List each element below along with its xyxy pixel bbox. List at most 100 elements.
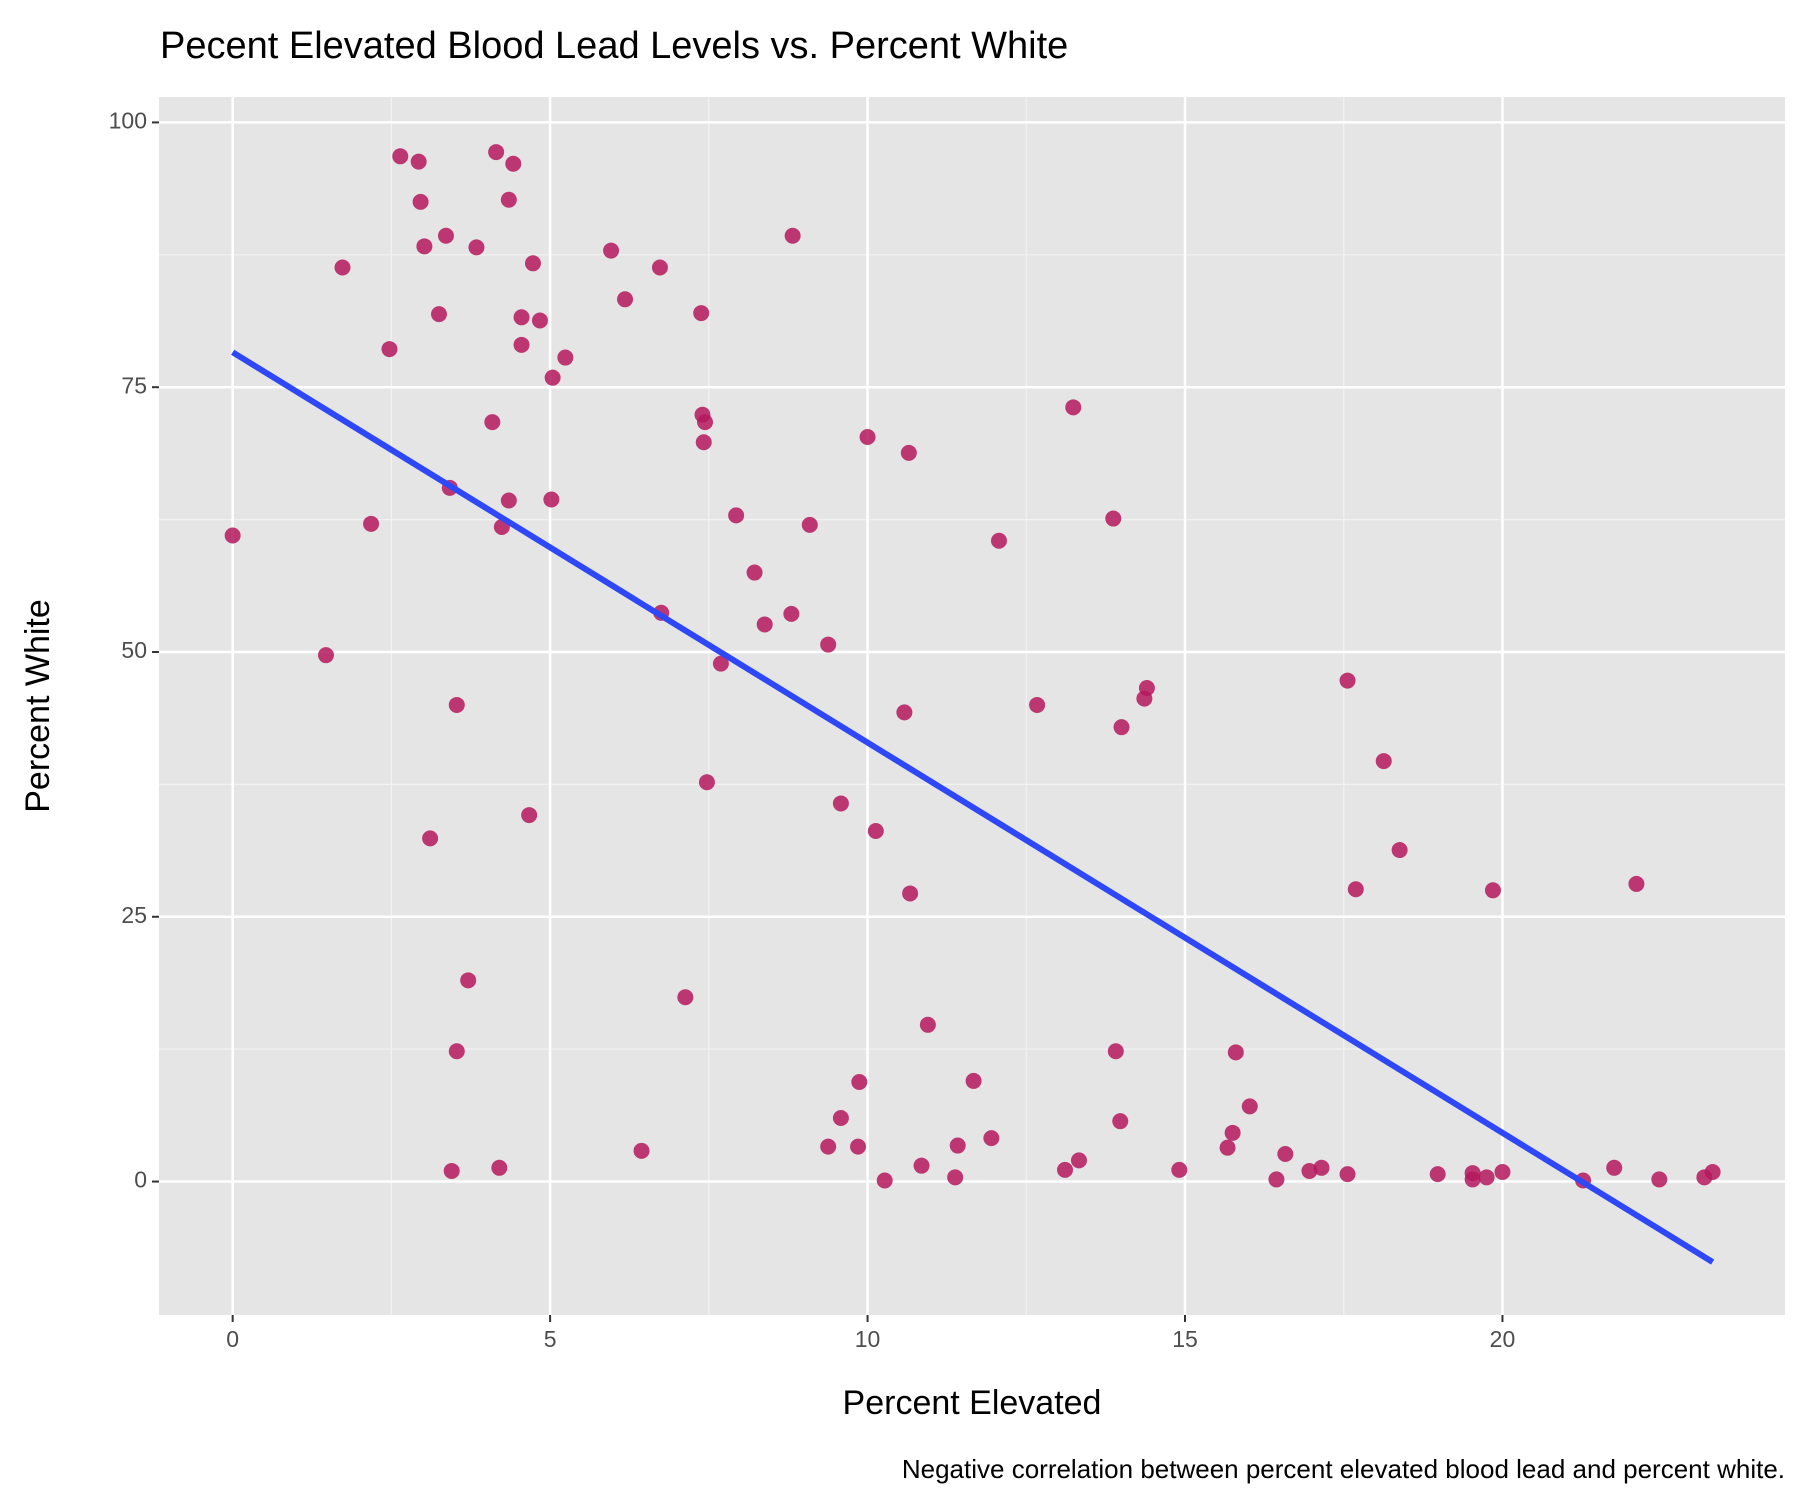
panel — [159, 97, 1785, 1315]
trend-line — [231, 349, 1715, 1265]
point — [443, 1162, 460, 1179]
point — [990, 532, 1007, 549]
point — [832, 795, 849, 812]
point — [416, 238, 433, 255]
point — [783, 605, 800, 622]
point — [820, 636, 837, 653]
x-tick-label: 0 — [226, 1326, 239, 1352]
point — [1628, 875, 1645, 892]
point — [422, 830, 439, 847]
point — [756, 616, 773, 633]
point — [1070, 1152, 1087, 1169]
point — [965, 1072, 982, 1089]
point — [513, 336, 530, 353]
point — [1464, 1171, 1481, 1188]
point — [900, 444, 917, 461]
point — [919, 1016, 936, 1033]
point — [317, 647, 334, 664]
point — [859, 428, 876, 445]
point — [698, 774, 715, 791]
point — [693, 305, 710, 322]
point — [651, 259, 668, 276]
chart-title: Pecent Elevated Blood Lead Levels vs. Pe… — [160, 25, 1068, 67]
point — [617, 291, 634, 308]
y-tick-label: 25 — [121, 902, 147, 928]
point — [334, 259, 351, 276]
point — [850, 1138, 867, 1155]
point — [557, 349, 574, 366]
point — [488, 144, 505, 161]
point — [947, 1169, 964, 1186]
point — [491, 1159, 508, 1176]
point — [1301, 1162, 1318, 1179]
y-tick-label: 50 — [121, 637, 147, 663]
point — [1065, 399, 1082, 416]
point — [1268, 1171, 1285, 1188]
point — [1171, 1161, 1188, 1178]
point — [521, 807, 538, 824]
point — [1105, 510, 1122, 527]
x-tick-label: 20 — [1490, 1326, 1516, 1352]
point — [1224, 1124, 1241, 1141]
x-axis-label: Percent Elevated — [843, 1384, 1102, 1422]
point — [1219, 1139, 1236, 1156]
point — [524, 255, 541, 272]
point — [1429, 1166, 1446, 1183]
point — [896, 704, 913, 721]
point — [876, 1172, 893, 1189]
point — [437, 227, 454, 244]
point — [1107, 1043, 1124, 1060]
point — [381, 341, 398, 358]
y-tick-label: 0 — [134, 1167, 147, 1193]
point — [500, 492, 517, 509]
point — [801, 516, 818, 533]
point — [832, 1110, 849, 1127]
x-tick-label: 15 — [1172, 1326, 1198, 1352]
point — [867, 822, 884, 839]
point — [543, 491, 560, 508]
point — [1494, 1164, 1511, 1181]
point — [1606, 1159, 1623, 1176]
point — [1277, 1146, 1294, 1163]
point — [460, 972, 477, 989]
y-tick-label: 75 — [121, 372, 147, 398]
point — [224, 527, 241, 544]
point — [1347, 881, 1364, 898]
point — [1391, 842, 1408, 859]
y-axis-label: Percent White — [19, 599, 57, 813]
point — [1227, 1044, 1244, 1061]
point — [1478, 1169, 1495, 1186]
point — [1029, 696, 1046, 713]
point — [410, 153, 427, 170]
point — [728, 507, 745, 524]
point — [712, 655, 729, 672]
point — [746, 564, 763, 581]
point — [695, 434, 712, 451]
point — [392, 148, 409, 165]
point — [544, 369, 561, 386]
point — [851, 1073, 868, 1090]
point — [1339, 1166, 1356, 1183]
point — [468, 239, 485, 256]
point — [430, 306, 447, 323]
x-tick-label: 5 — [544, 1326, 557, 1352]
point — [531, 312, 548, 329]
point — [412, 193, 429, 210]
point — [1138, 679, 1155, 696]
point — [1704, 1164, 1721, 1181]
point — [1651, 1171, 1668, 1188]
point — [633, 1142, 650, 1159]
point — [448, 696, 465, 713]
point — [513, 309, 530, 326]
point — [949, 1137, 966, 1154]
point — [1241, 1098, 1258, 1115]
point — [820, 1138, 837, 1155]
point — [1057, 1161, 1074, 1178]
point — [913, 1157, 930, 1174]
point — [983, 1130, 1000, 1147]
point — [500, 191, 517, 208]
point — [1113, 719, 1130, 736]
point — [603, 242, 620, 259]
point — [448, 1043, 465, 1060]
